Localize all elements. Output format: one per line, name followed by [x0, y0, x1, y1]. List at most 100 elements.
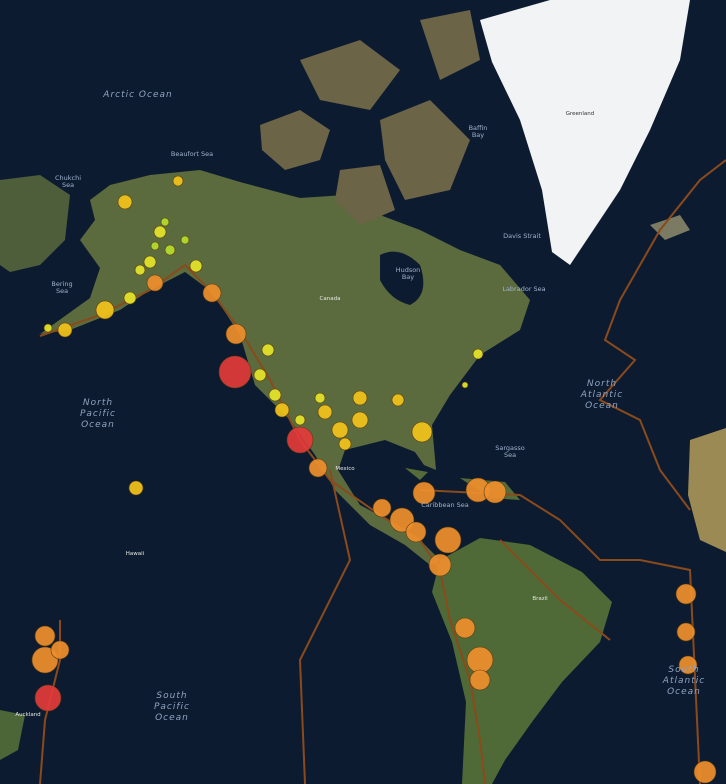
siberia — [0, 175, 70, 272]
earthquake-marker — [153, 225, 167, 239]
earthquake-marker — [678, 655, 698, 675]
earthquake-marker — [95, 300, 115, 320]
map-label-line: Ocean — [81, 420, 115, 430]
earthquake-marker — [123, 291, 137, 305]
earthquake-marker — [428, 553, 452, 577]
map-label: Caribbean Sea — [421, 501, 469, 509]
earthquake-marker — [146, 274, 164, 292]
map-label-line: Hudson — [396, 266, 421, 274]
map-label-line: Chukchi — [55, 174, 81, 182]
plate-boundary — [499, 539, 611, 641]
map-label-line: North — [587, 379, 617, 389]
map-label-line: Atlantic — [662, 676, 705, 686]
earthquake-marker — [338, 437, 352, 451]
map-label-line: North — [83, 398, 113, 408]
map-label: North Pacific Ocean — [80, 398, 116, 430]
earthquake-marker — [351, 411, 369, 429]
map-label-line: Caribbean Sea — [421, 501, 469, 509]
new-zealand — [0, 710, 25, 760]
earthquake-marker — [57, 322, 73, 338]
earthquake-marker — [34, 625, 56, 647]
earthquake-marker — [472, 348, 484, 360]
arctic-islands — [260, 10, 480, 225]
earthquake-marker — [483, 480, 507, 504]
map-label-line: Canada — [320, 296, 341, 302]
map-label-line: Labrador Sea — [502, 285, 545, 293]
earthquake-marker — [314, 392, 326, 404]
earthquake-marker — [352, 390, 368, 406]
map-label-line: Hawaii — [126, 551, 145, 557]
map-label-line: Baffin — [469, 124, 488, 132]
map-label-line: Ocean — [667, 687, 701, 697]
earthquake-marker — [469, 669, 491, 691]
earthquake-marker — [218, 355, 252, 389]
map-label-line: South — [156, 691, 187, 701]
map-label-line: Davis Strait — [503, 232, 541, 240]
earthquake-marker — [461, 381, 469, 389]
map-label-line: Pacific — [80, 409, 116, 419]
map-label-line: South — [668, 665, 699, 675]
earthquake-marker — [286, 426, 314, 454]
map-label-line: Atlantic — [580, 390, 623, 400]
earthquake-marker — [405, 521, 427, 543]
map-label: Chukchi Sea — [55, 174, 81, 189]
map-label-line: Greenland — [566, 111, 595, 117]
earthquake-marker — [202, 283, 222, 303]
earthquake-marker — [434, 526, 462, 554]
earthquake-marker — [50, 640, 70, 660]
hudson-bay-water — [380, 251, 424, 305]
earthquake-marker — [143, 255, 157, 269]
map-label: Bering Sea — [51, 280, 72, 295]
map-label: Beaufort Sea — [171, 150, 213, 158]
earthquake-marker — [117, 194, 133, 210]
earthquake-marker — [150, 241, 160, 251]
earthquakes — [31, 175, 717, 784]
earthquake-marker — [391, 393, 405, 407]
map-label-line: Auckland — [15, 712, 40, 718]
map-label: Davis Strait — [503, 232, 541, 240]
earthquake-marker — [43, 323, 53, 333]
map-label: Arctic Ocean — [102, 90, 172, 100]
map-label-line: Sea — [62, 181, 74, 189]
plate-boundary — [419, 489, 701, 784]
map-label-line: Sea — [504, 451, 516, 459]
map-label: Hudson Bay — [396, 266, 421, 281]
map-label-line: Beaufort Sea — [171, 150, 213, 158]
map-label-line: Mexico — [335, 466, 355, 472]
earthquake-marker — [308, 458, 328, 478]
earthquake-marker — [411, 421, 433, 443]
earthquake-marker — [134, 264, 146, 276]
map-label: Canada — [320, 296, 341, 302]
earthquake-marker — [268, 388, 282, 402]
plate-boundary — [598, 159, 726, 511]
map-label: Greenland — [566, 111, 595, 117]
map-label: Sargasso Sea — [495, 444, 525, 459]
map-label: Hawaii — [126, 551, 145, 557]
map-label-line: Bay — [472, 131, 484, 139]
earthquake-marker — [189, 259, 203, 273]
map-label: North Atlantic Ocean — [580, 379, 623, 411]
map-label-line: Arctic Ocean — [102, 90, 172, 100]
earthquake-marker — [160, 217, 170, 227]
earthquake-marker — [294, 414, 306, 426]
earthquake-marker — [331, 421, 349, 439]
map-label-line: Sargasso — [495, 444, 525, 452]
map-label: Mexico — [335, 466, 355, 472]
map-label: Labrador Sea — [502, 285, 545, 293]
earthquake-marker — [676, 622, 696, 642]
map-label-line: Sea — [56, 287, 68, 295]
earthquake-marker — [261, 343, 275, 357]
earthquake-marker — [274, 402, 290, 418]
earthquake-marker — [172, 175, 184, 187]
earthquake-marker — [34, 684, 62, 712]
earthquake-marker — [317, 404, 333, 420]
map-label: Brazil — [532, 596, 548, 602]
earthquake-marker — [693, 760, 717, 784]
earthquake-marker — [225, 323, 247, 345]
earthquake-marker — [412, 481, 436, 505]
iceland — [650, 215, 690, 240]
earthquake-marker — [253, 368, 267, 382]
earthquake-marker — [372, 498, 392, 518]
